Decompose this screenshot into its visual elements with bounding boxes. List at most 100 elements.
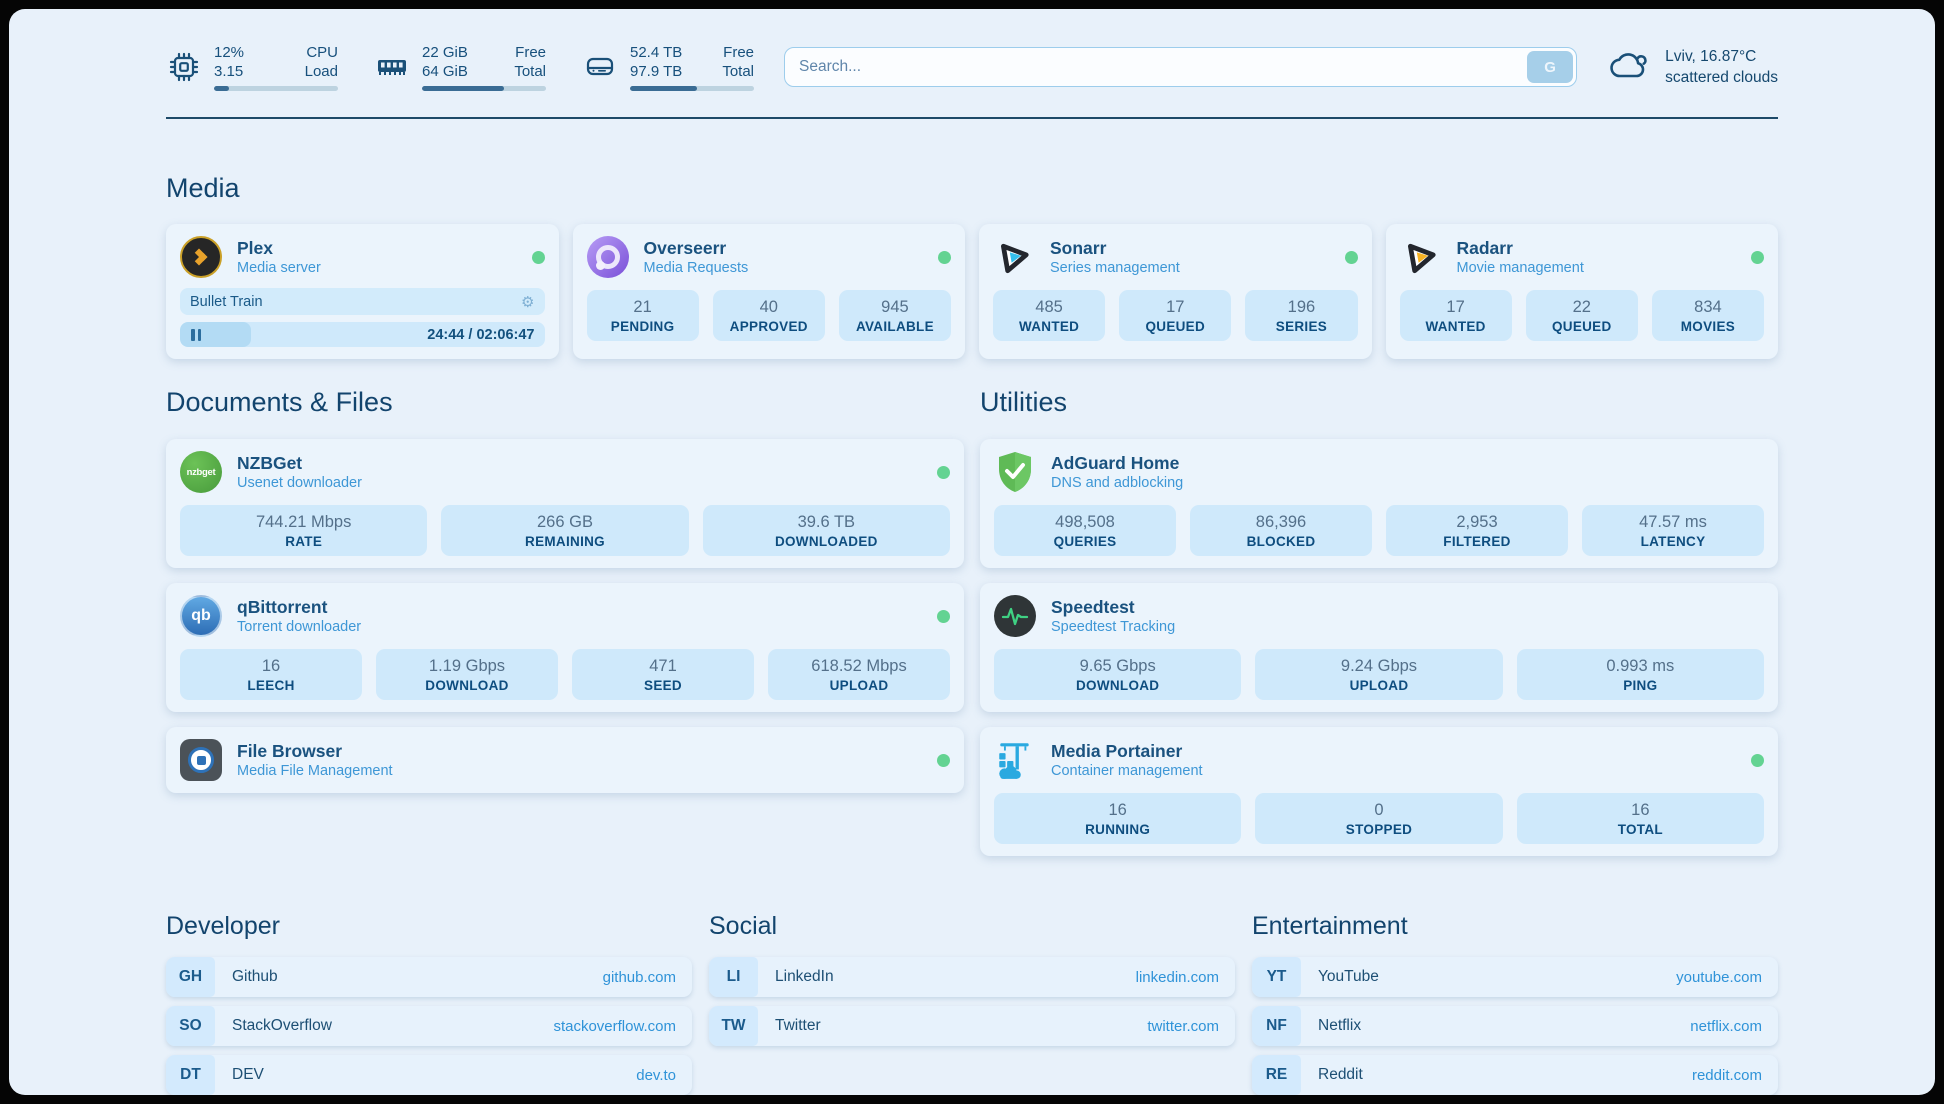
app-description: Movie management [1456, 260, 1584, 276]
ram-icon [374, 49, 410, 85]
app-card-portainer[interactable]: Media Portainer Container management 16 … [980, 727, 1778, 856]
disk-total-label: Total [722, 63, 754, 80]
section-title-developer: Developer [166, 912, 280, 940]
stat-tile: 266 GB REMAINING [441, 505, 689, 556]
status-online-dot [1751, 250, 1764, 264]
adguard-logo [994, 451, 1036, 493]
app-description: Media Requests [643, 260, 749, 276]
app-card-plex[interactable]: Plex Media server Bullet Train ⚙ 24:44 /… [166, 224, 559, 359]
memory-widget: 22 GiB 64 GiB Free Total [374, 43, 546, 91]
bookmark-twitter[interactable]: TW Twitter twitter.com [709, 1006, 1235, 1046]
weather-location-temp: Lviv, 16.87°C [1665, 48, 1757, 65]
status-online-dot [531, 250, 545, 264]
bookmark-abbr-badge: GH [166, 957, 215, 997]
qbittorrent-logo: qb [180, 595, 222, 637]
app-description: Container management [1051, 763, 1203, 779]
search-bar[interactable]: G [784, 47, 1578, 87]
settings-icon[interactable]: ⚙ [521, 293, 535, 311]
bookmark-abbr-badge: NF [1252, 1006, 1301, 1046]
app-card-nzbget[interactable]: nzbget NZBGet Usenet downloader 744.21 M… [166, 439, 964, 568]
app-title: Radarr [1456, 238, 1513, 258]
app-card-qbittorrent[interactable]: qb qBittorrent Torrent downloader 16 LEE… [166, 583, 964, 712]
ram-free-label: Free [515, 44, 546, 61]
stat-tile: 834 MOVIES [1651, 290, 1765, 341]
app-title: File Browser [237, 741, 343, 761]
app-card-sonarr[interactable]: Sonarr Series management 485 WANTED 17 Q… [979, 224, 1372, 359]
ram-free-value: 22 GiB [422, 44, 468, 61]
ram-total-value: 64 GiB [422, 63, 468, 80]
cpu-widget: 12% 3.15 CPU Load [166, 43, 338, 91]
cpu-load-value: 3.15 [214, 63, 244, 80]
cpu-progress-bar [214, 86, 338, 91]
bookmark-grid: Developer GH Github github.com SO StackO… [166, 912, 1778, 1095]
app-title: qBittorrent [237, 597, 328, 617]
topbar-divider [166, 117, 1778, 119]
app-card-filebrowser[interactable]: File Browser Media File Management [166, 727, 964, 793]
radarr-logo [1400, 236, 1442, 278]
bookmark-stackoverflow[interactable]: SO StackOverflow stackoverflow.com [166, 1006, 692, 1046]
app-description: Media server [237, 260, 321, 276]
app-description: Series management [1050, 260, 1180, 276]
stat-tile: 0.993 ms PING [1516, 649, 1764, 700]
app-card-radarr[interactable]: Radarr Movie management 17 WANTED 22 QUE… [1385, 224, 1778, 359]
stat-tile: 9.24 Gbps UPLOAD [1255, 649, 1503, 700]
section-title-social: Social [709, 912, 778, 940]
status-online-dot [937, 753, 950, 767]
weather-condition: scattered clouds [1665, 69, 1778, 86]
cloud-icon [1607, 46, 1653, 89]
disk-free-label: Free [723, 44, 754, 61]
bookmark-abbr-badge: YT [1252, 957, 1301, 997]
now-playing-row[interactable]: Bullet Train ⚙ [180, 288, 545, 315]
stat-tile: 9.65 Gbps DOWNLOAD [994, 649, 1242, 700]
bookmark-abbr-badge: LI [709, 957, 758, 997]
bookmark-github[interactable]: GH Github github.com [166, 957, 692, 997]
stat-tile: 47.57 ms LATENCY [1582, 505, 1764, 556]
disk-icon [582, 49, 618, 85]
stat-tile: 471 SEED [572, 649, 754, 700]
stat-tile: 16 LEECH [180, 649, 362, 700]
weather-widget: Lviv, 16.87°C scattered clouds [1607, 46, 1778, 89]
app-description: Torrent downloader [237, 619, 362, 635]
stat-tile: 39.6 TB DOWNLOADED [702, 505, 950, 556]
ram-progress-bar [422, 86, 546, 91]
stat-tile: 0 STOPPED [1255, 793, 1503, 844]
app-title: Speedtest [1051, 597, 1135, 617]
sonarr-logo [993, 236, 1035, 278]
bookmark-netflix[interactable]: NF Netflix netflix.com [1252, 1006, 1778, 1046]
bookmark-reddit[interactable]: RE Reddit reddit.com [1252, 1055, 1778, 1095]
app-card-speedtest[interactable]: Speedtest Speedtest Tracking 9.65 Gbps D… [980, 583, 1778, 712]
dashboard-page: 12% 3.15 CPU Load [9, 9, 1935, 1095]
plex-logo [180, 236, 222, 278]
app-card-adguard[interactable]: AdGuard Home DNS and adblocking 498,508 … [980, 439, 1778, 568]
stat-tile: 21 PENDING [586, 290, 699, 341]
disk-total-value: 97.9 TB [630, 63, 683, 80]
bookmark-linkedin[interactable]: LI LinkedIn linkedin.com [709, 957, 1235, 997]
status-online-dot [937, 465, 950, 479]
utilities-column: Utilities AdGuard Home DNS and adblockin… [980, 387, 1778, 856]
stat-tile: 17 WANTED [1399, 290, 1512, 341]
stat-tile: 618.52 Mbps UPLOAD [768, 649, 950, 700]
disk-free-value: 52.4 TB [630, 44, 683, 61]
app-title: Plex [237, 238, 273, 258]
search-engine-button[interactable]: G [1527, 51, 1574, 83]
cpu-label: CPU [306, 44, 338, 61]
stat-tile: 196 SERIES [1245, 290, 1358, 341]
search-input[interactable] [799, 58, 1528, 76]
stat-tile: 498,508 QUERIES [994, 505, 1176, 556]
top-bar: 12% 3.15 CPU Load [166, 43, 1778, 91]
app-description: Speedtest Tracking [1051, 619, 1176, 635]
bookmark-abbr-badge: DT [166, 1055, 215, 1095]
app-card-overseerr[interactable]: Overseerr Media Requests 21 PENDING 40 A… [572, 224, 965, 359]
bookmark-dev[interactable]: DT DEV dev.to [166, 1055, 692, 1095]
overseerr-logo [586, 236, 629, 278]
playback-progress-bar[interactable]: 24:44 / 02:06:47 [180, 322, 545, 347]
app-description: Media File Management [237, 763, 393, 779]
bookmark-col-developer: Developer GH Github github.com SO StackO… [166, 912, 692, 1095]
bookmark-abbr-badge: TW [709, 1006, 758, 1046]
bookmark-youtube[interactable]: YT YouTube youtube.com [1252, 957, 1778, 997]
pause-icon[interactable] [191, 328, 201, 341]
status-online-dot [1344, 250, 1358, 264]
stat-tile: 22 QUEUED [1525, 290, 1638, 341]
stat-tile: 485 WANTED [993, 290, 1106, 341]
section-title-documents: Documents & Files [166, 387, 393, 417]
